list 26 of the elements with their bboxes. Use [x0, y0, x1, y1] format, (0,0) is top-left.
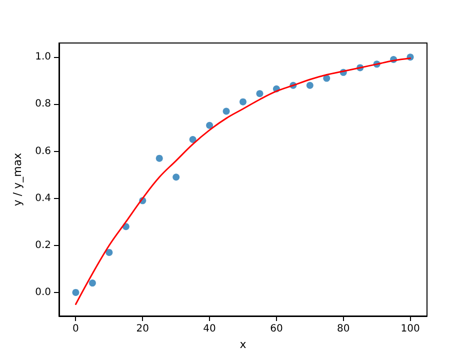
x-tick-label: 40 — [203, 324, 216, 334]
point — [106, 248, 113, 256]
y-axis-title: y / y_max — [11, 152, 24, 206]
point — [189, 136, 196, 143]
y-tick-label: 0.2 — [35, 240, 51, 251]
x-tick-label: 100 — [400, 324, 420, 334]
y-tick-label: 0.6 — [35, 146, 51, 157]
x-axis-title: x — [240, 338, 247, 351]
point — [156, 154, 163, 162]
y-tick-label: 0.8 — [35, 98, 51, 110]
point — [323, 74, 330, 82]
x-tick-label: 60 — [270, 324, 283, 334]
x-tick-label: 80 — [336, 324, 350, 334]
x-tick-label: 20 — [136, 324, 150, 334]
y-tick-label: 1.0 — [35, 52, 51, 63]
point — [206, 122, 214, 129]
point — [172, 174, 180, 181]
point — [88, 280, 96, 287]
point — [72, 288, 80, 296]
point — [240, 98, 246, 106]
x-tick-label: 0 — [72, 324, 79, 334]
point — [256, 90, 264, 98]
point — [306, 82, 314, 89]
y-tick-label: 0.4 — [35, 192, 51, 204]
point — [222, 108, 230, 115]
y-tick-label: 0.0 — [35, 286, 51, 298]
